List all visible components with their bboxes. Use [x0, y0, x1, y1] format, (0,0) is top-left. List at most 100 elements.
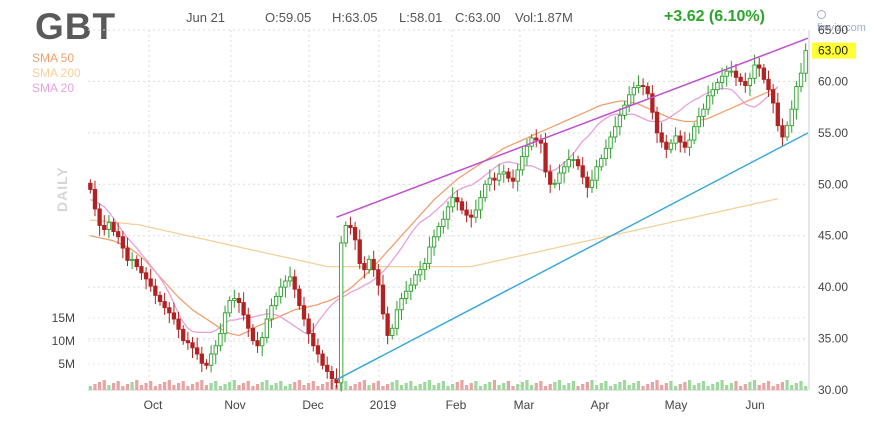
- candle-body: [167, 307, 172, 314]
- volume-bar: [604, 381, 608, 390]
- candle-body: [520, 156, 525, 171]
- volume-bar: [209, 383, 213, 390]
- candle: [464, 201, 469, 223]
- candle-body: [613, 126, 618, 138]
- legend-sma200: SMA 200: [32, 66, 81, 80]
- volume-bar: [399, 385, 404, 390]
- candle-body: [222, 312, 228, 334]
- volume-bar: [437, 383, 441, 390]
- candle: [422, 257, 427, 280]
- candle-body: [362, 263, 367, 271]
- volume-bar: [186, 386, 190, 390]
- candle-body: [283, 280, 288, 288]
- candle-body: [278, 286, 283, 297]
- candle: [301, 296, 307, 327]
- volume-bar: [325, 382, 329, 390]
- candle: [250, 324, 256, 345]
- volume-bar: [367, 385, 371, 390]
- candle: [204, 359, 209, 370]
- y-tick-label: 45.00: [818, 229, 848, 243]
- candle-body: [102, 224, 107, 230]
- volume-bar: [762, 383, 766, 390]
- candle-body: [376, 269, 381, 286]
- candle: [501, 164, 506, 183]
- channel-bottom-line: [336, 132, 809, 381]
- candle-body: [301, 305, 307, 320]
- candle-body: [710, 89, 715, 97]
- volume-bar: [265, 380, 269, 390]
- sma50-line: [90, 87, 779, 337]
- ticker-symbol[interactable]: GBT: [35, 6, 117, 47]
- candle-body: [557, 172, 562, 184]
- volume-bar: [455, 382, 459, 390]
- volume-bar: [692, 385, 696, 390]
- candle-body: [673, 135, 678, 144]
- candle-body: [134, 258, 139, 268]
- candle: [798, 62, 804, 93]
- candle-body: [269, 305, 274, 320]
- candle-body: [487, 177, 492, 185]
- candle-body: [329, 371, 335, 380]
- candle-body: [668, 142, 674, 150]
- candle: [627, 86, 632, 113]
- candle: [548, 164, 553, 194]
- quote-open: O:59.05: [265, 10, 312, 25]
- candle-body: [483, 183, 488, 199]
- candle-body: [501, 171, 506, 175]
- candle-body: [589, 179, 595, 188]
- candle-body: [255, 340, 260, 347]
- candle: [650, 85, 655, 120]
- candle-body: [157, 294, 163, 302]
- candle-body: [153, 285, 158, 296]
- candle: [278, 278, 283, 304]
- candle-body: [682, 141, 688, 148]
- candle-body: [427, 246, 432, 264]
- candle-body: [148, 278, 153, 287]
- candle-body: [640, 85, 646, 88]
- quote-volume: Vol:1.87M: [515, 10, 573, 25]
- candle: [487, 169, 492, 192]
- candle: [246, 307, 251, 338]
- quote-high: H:63.05: [332, 10, 378, 25]
- candle-body: [88, 182, 93, 190]
- volume-bar: [622, 380, 627, 390]
- volume-bar: [195, 382, 199, 390]
- candle: [771, 84, 776, 114]
- trend-channel: [336, 37, 809, 381]
- candle-body: [798, 72, 804, 88]
- volume-bar: [381, 386, 385, 390]
- volume-bar: [534, 383, 538, 390]
- candle-body: [352, 227, 358, 241]
- candle: [520, 146, 525, 176]
- candle-body: [218, 332, 223, 347]
- volume-bar: [766, 381, 771, 390]
- volume-bar: [116, 381, 120, 390]
- candle: [371, 250, 376, 277]
- volume-bar: [163, 382, 167, 390]
- candle-body: [724, 70, 729, 77]
- candle: [780, 118, 785, 146]
- candle: [287, 266, 293, 287]
- candle: [450, 187, 455, 213]
- candle: [190, 337, 195, 359]
- candle-body: [246, 314, 251, 329]
- x-tick-label: Mar: [514, 398, 535, 412]
- candle: [357, 229, 362, 270]
- volume-bar: [404, 383, 408, 390]
- volume-bars: [88, 335, 808, 390]
- candle-body: [348, 224, 353, 228]
- volume-bar: [553, 382, 557, 390]
- volume-bar: [641, 386, 645, 390]
- candle-body: [417, 269, 423, 276]
- x-tick-label: Nov: [224, 398, 245, 412]
- finviz-brand[interactable]: finviz.com: [817, 10, 874, 34]
- candle-body: [320, 353, 325, 366]
- candle: [148, 268, 153, 292]
- candle-body: [260, 337, 265, 347]
- candle: [729, 60, 734, 77]
- candle-body: [548, 171, 553, 185]
- volume-bar: [492, 380, 497, 390]
- candle-body: [599, 158, 604, 168]
- candle: [659, 122, 664, 148]
